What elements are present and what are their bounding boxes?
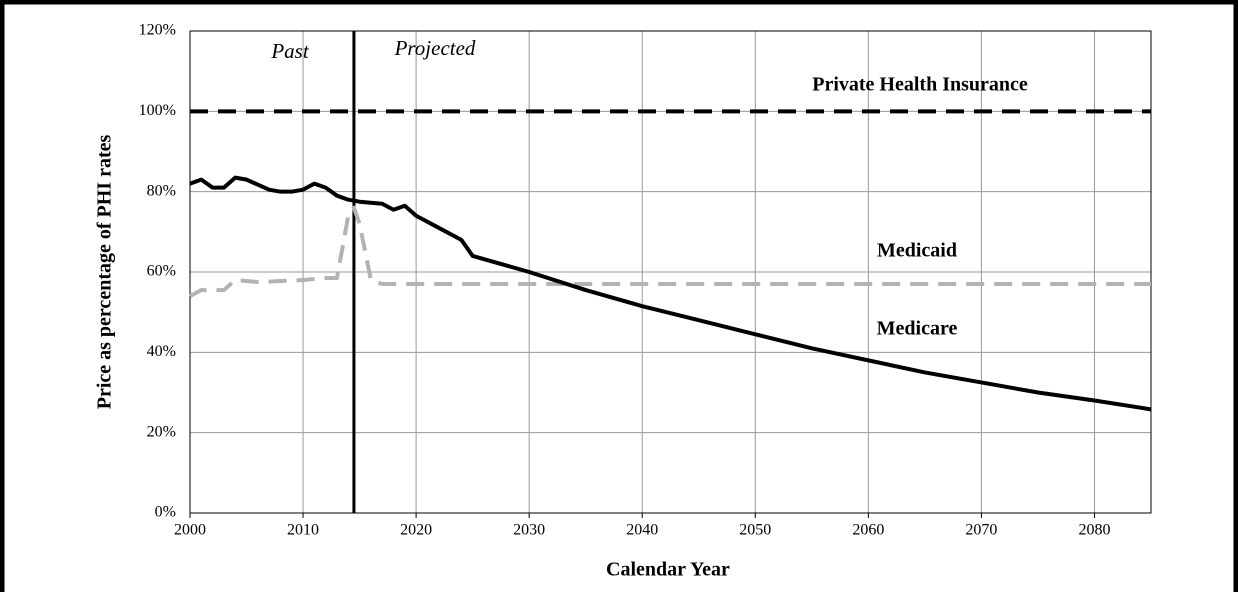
y-axis-title: Price as percentage of PHI rates — [94, 135, 116, 410]
x-tick-label: 2030 — [513, 522, 545, 539]
series-label: Private Health Insurance — [812, 74, 1028, 96]
y-tick-label: 80% — [147, 182, 176, 199]
y-tick-label: 120% — [139, 22, 176, 39]
x-tick-label: 2040 — [626, 522, 658, 539]
y-tick-label: 0% — [155, 504, 176, 521]
x-tick-label: 2010 — [287, 522, 319, 539]
series-line — [189, 175, 1152, 412]
x-tick-label: 2070 — [965, 522, 997, 539]
series-line — [189, 205, 1151, 298]
x-tick-label: 2050 — [739, 522, 771, 539]
x-tick-label: 2060 — [852, 522, 884, 539]
annotation: Projected — [394, 36, 476, 60]
y-tick-label: 60% — [147, 263, 176, 280]
x-tick-label: 2080 — [1078, 522, 1110, 539]
x-tick-label: 2020 — [400, 522, 432, 539]
y-tick-label: 100% — [139, 102, 176, 119]
series-label: Medicare — [877, 318, 958, 340]
y-tick-label: 20% — [147, 423, 176, 440]
series-label: Medicaid — [877, 240, 957, 262]
x-tick-label: 2000 — [174, 522, 206, 539]
x-axis-title: Calendar Year — [606, 559, 730, 581]
y-tick-label: 40% — [147, 343, 176, 360]
plot-frame — [189, 30, 1152, 514]
annotation: Past — [270, 39, 310, 63]
